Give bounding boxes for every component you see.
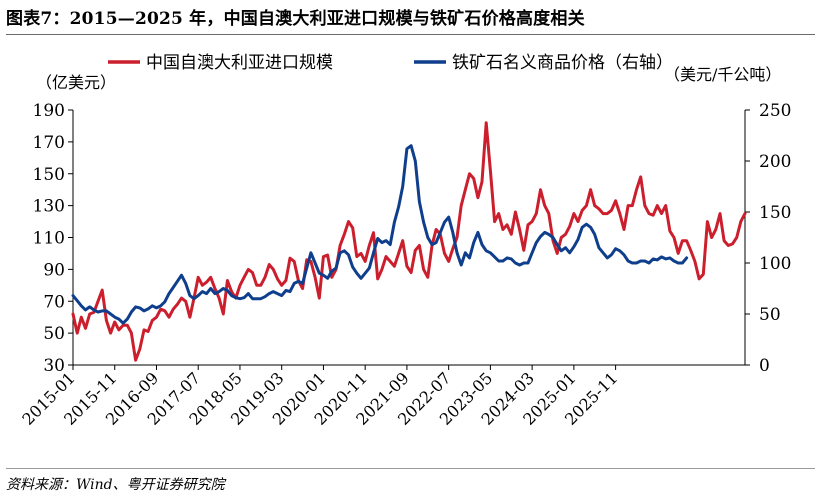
y-right-unit: （美元/千公吨） <box>664 65 781 84</box>
y-left-tick-label: 110 <box>33 229 65 249</box>
y-left-tick-label: 70 <box>43 292 65 312</box>
y-left-tick-label: 130 <box>33 197 65 217</box>
y-left-tick-label: 90 <box>43 260 65 280</box>
chart-legend: 中国自澳大利亚进口规模 铁矿石名义商品价格（右轴） <box>108 53 673 73</box>
legend-label: 铁矿石名义商品价格（右轴） <box>452 53 673 73</box>
y-left-tick-label: 30 <box>43 356 65 376</box>
series-line-imports <box>71 121 747 362</box>
y-right-tick-label: 0 <box>759 356 770 376</box>
y-left-unit: （亿美元） <box>36 73 116 92</box>
title-divider <box>6 34 815 35</box>
y-left-tick-label: 190 <box>33 101 65 121</box>
chart-lines <box>71 121 747 362</box>
y-right-tick-label: 200 <box>759 152 791 172</box>
y-left-tick-label: 170 <box>33 133 65 153</box>
y-left-tick-label: 50 <box>43 324 65 344</box>
y-left-tick-label: 150 <box>33 165 65 185</box>
source-note: 资料来源：Wind、粤开证券研究院 <box>6 477 225 493</box>
series-line-iron-ore <box>71 144 689 325</box>
y-right-tick-label: 50 <box>759 305 781 325</box>
y-right-tick-label: 250 <box>759 101 791 121</box>
y-right-tick-label: 150 <box>759 203 791 223</box>
y-right-tick-label: 100 <box>759 254 791 274</box>
legend-label: 中国自澳大利亚进口规模 <box>146 53 333 73</box>
figure-title: 图表7：2015—2025 年，中国自澳大利亚进口规模与铁矿石价格高度相关 <box>6 9 585 29</box>
source-divider <box>6 468 815 469</box>
